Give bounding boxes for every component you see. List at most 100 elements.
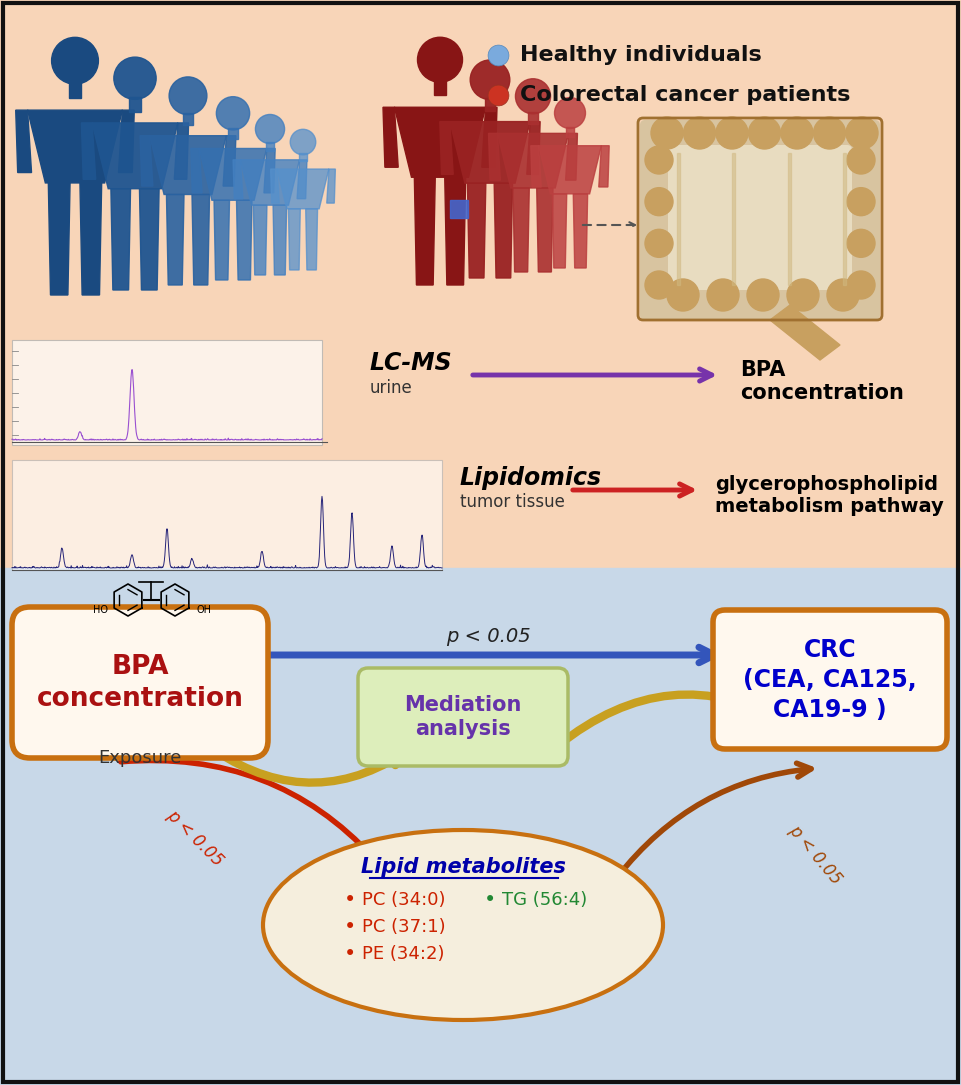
Circle shape — [667, 279, 699, 311]
Polygon shape — [48, 183, 70, 295]
Text: OH: OH — [196, 605, 211, 615]
Text: Lipid metabolites: Lipid metabolites — [360, 857, 565, 877]
Circle shape — [781, 117, 813, 149]
Text: BPA
concentration: BPA concentration — [37, 654, 243, 712]
Text: •: • — [344, 917, 357, 937]
Polygon shape — [599, 145, 609, 187]
Circle shape — [417, 37, 462, 82]
Bar — [484, 98, 496, 111]
Text: Exposure: Exposure — [98, 749, 182, 767]
Polygon shape — [191, 149, 202, 193]
Text: •: • — [344, 890, 357, 910]
Polygon shape — [488, 133, 501, 180]
Polygon shape — [481, 107, 497, 167]
Polygon shape — [150, 136, 226, 194]
Bar — [12, 460, 442, 570]
Polygon shape — [445, 177, 466, 285]
Bar — [677, 153, 680, 285]
Polygon shape — [527, 122, 540, 175]
Text: urine: urine — [370, 379, 413, 397]
Circle shape — [683, 117, 716, 149]
Circle shape — [290, 129, 316, 155]
Bar — [843, 153, 846, 285]
Text: PE (34:2): PE (34:2) — [362, 945, 445, 963]
Polygon shape — [566, 133, 578, 180]
Circle shape — [749, 117, 780, 149]
Text: PC (37:1): PC (37:1) — [362, 918, 446, 936]
Polygon shape — [327, 169, 335, 203]
Bar — [788, 153, 791, 285]
Polygon shape — [288, 208, 300, 270]
Text: TG (56:4): TG (56:4) — [502, 891, 587, 909]
Text: tumor tissue: tumor tissue — [460, 493, 565, 511]
Polygon shape — [498, 133, 569, 188]
Polygon shape — [553, 194, 567, 268]
Polygon shape — [574, 194, 587, 268]
Circle shape — [707, 279, 739, 311]
Circle shape — [846, 117, 878, 149]
Text: CRC
(CEA, CA125,
CA19-9 ): CRC (CEA, CA125, CA19-9 ) — [743, 638, 917, 722]
Circle shape — [52, 37, 98, 85]
Polygon shape — [140, 136, 153, 187]
Polygon shape — [166, 194, 184, 285]
Text: •: • — [484, 890, 496, 910]
Circle shape — [847, 229, 875, 257]
FancyBboxPatch shape — [713, 610, 947, 749]
FancyBboxPatch shape — [640, 120, 880, 320]
Polygon shape — [414, 177, 435, 285]
Circle shape — [787, 279, 819, 311]
Bar — [0, 0, 961, 569]
Bar — [529, 112, 538, 124]
Polygon shape — [174, 123, 188, 179]
Bar — [0, 569, 961, 1085]
Bar — [229, 128, 237, 139]
Text: p < 0.05: p < 0.05 — [785, 821, 845, 889]
Circle shape — [169, 77, 207, 115]
Circle shape — [554, 98, 585, 128]
Circle shape — [113, 58, 156, 100]
Polygon shape — [494, 183, 512, 278]
Polygon shape — [538, 145, 602, 194]
Polygon shape — [28, 111, 122, 183]
Circle shape — [716, 117, 748, 149]
FancyBboxPatch shape — [358, 668, 568, 766]
Text: HO: HO — [92, 605, 108, 615]
Text: p < 0.05: p < 0.05 — [446, 627, 530, 647]
Polygon shape — [273, 205, 286, 275]
Circle shape — [847, 146, 875, 174]
Polygon shape — [536, 188, 553, 272]
Text: Colorectal cancer patients: Colorectal cancer patients — [520, 85, 850, 105]
Polygon shape — [513, 188, 530, 272]
Text: •: • — [344, 944, 357, 963]
Polygon shape — [440, 122, 454, 175]
Bar — [183, 113, 193, 125]
Circle shape — [847, 188, 875, 216]
Polygon shape — [236, 201, 252, 280]
Circle shape — [645, 229, 673, 257]
Polygon shape — [530, 145, 541, 187]
Circle shape — [747, 279, 779, 311]
Polygon shape — [199, 149, 267, 201]
Bar — [12, 340, 322, 445]
Bar — [433, 80, 446, 95]
Text: PC (34:0): PC (34:0) — [362, 891, 446, 909]
FancyBboxPatch shape — [668, 145, 852, 290]
Text: Lipidomics: Lipidomics — [460, 465, 603, 490]
Circle shape — [645, 146, 673, 174]
Polygon shape — [297, 159, 307, 199]
Circle shape — [645, 271, 673, 299]
Polygon shape — [223, 136, 235, 187]
Bar — [300, 153, 307, 162]
Polygon shape — [306, 208, 317, 270]
Polygon shape — [277, 169, 329, 208]
Polygon shape — [264, 149, 275, 193]
Polygon shape — [139, 189, 160, 290]
FancyBboxPatch shape — [12, 607, 268, 758]
Text: LC-MS: LC-MS — [370, 352, 453, 375]
Text: p < 0.05: p < 0.05 — [163, 806, 227, 870]
Polygon shape — [214, 201, 230, 280]
Polygon shape — [770, 305, 840, 360]
Polygon shape — [240, 159, 300, 205]
Text: Healthy individuals: Healthy individuals — [520, 44, 762, 65]
Circle shape — [256, 114, 284, 143]
